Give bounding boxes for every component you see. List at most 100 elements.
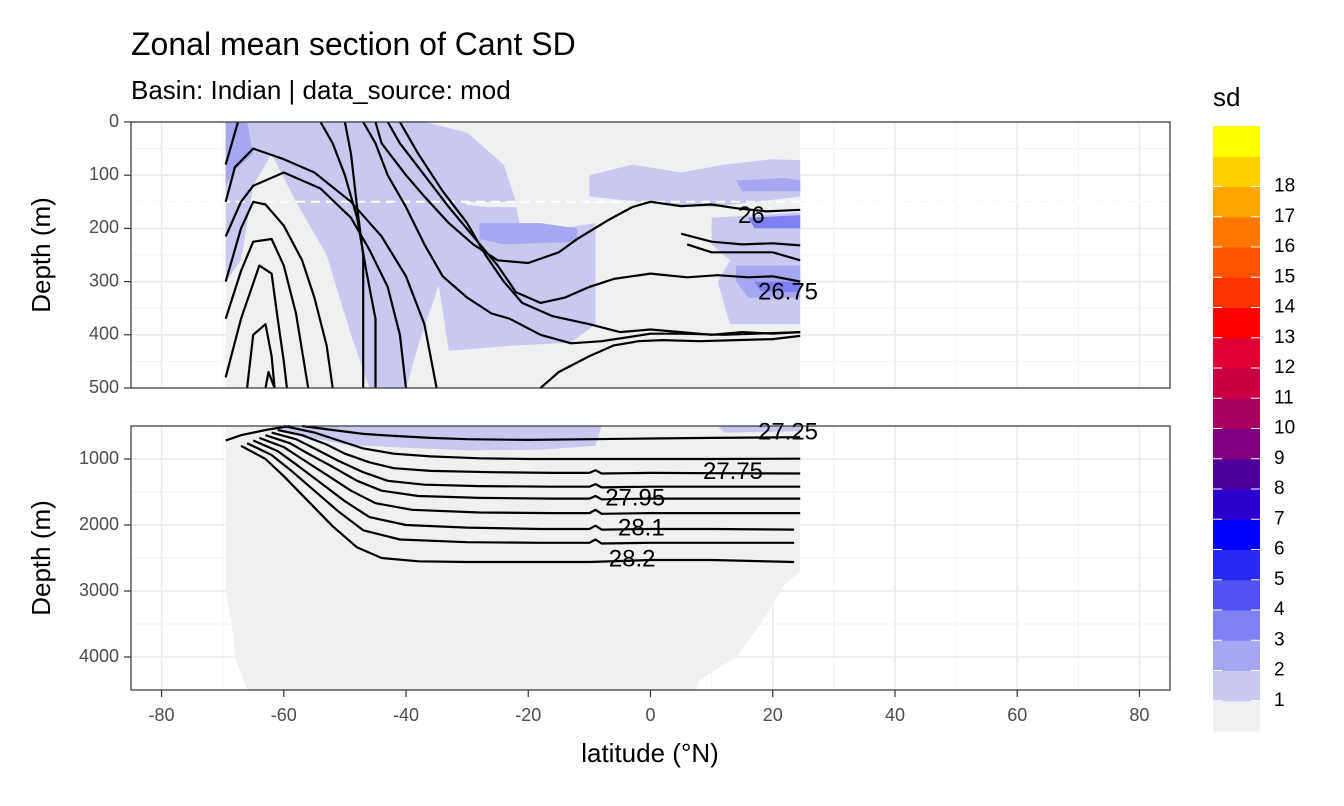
contour-label: 27.25 bbox=[758, 419, 818, 446]
legend-swatch bbox=[1213, 247, 1260, 278]
legend-swatch bbox=[1213, 489, 1260, 520]
legend-title: sd bbox=[1213, 82, 1240, 112]
field-background bbox=[225, 426, 801, 690]
y-tick-label: 500 bbox=[89, 377, 119, 397]
x-tick-label: -60 bbox=[271, 705, 297, 725]
y-tick-label: 0 bbox=[109, 111, 119, 131]
legend-label: 2 bbox=[1274, 660, 1285, 681]
legend-swatch bbox=[1213, 549, 1260, 581]
legend-label: 18 bbox=[1274, 176, 1295, 197]
legend-swatch bbox=[1213, 640, 1260, 671]
upper-panel: 26 26.75 0 100 200 300 400 500 Depth (m) bbox=[26, 111, 1171, 397]
density-contour bbox=[301, 424, 801, 441]
density-contour bbox=[374, 121, 801, 265]
upper-panel-border bbox=[130, 121, 1171, 389]
upper-sd-field bbox=[225, 122, 801, 388]
legend-label: 11 bbox=[1274, 387, 1294, 408]
density-contour bbox=[398, 121, 801, 336]
legend-swatch bbox=[1213, 368, 1260, 399]
legend-label: 16 bbox=[1274, 236, 1295, 257]
x-axis-title: latitude (°N) bbox=[581, 738, 719, 768]
x-tick-label: 80 bbox=[1129, 705, 1149, 725]
contour-label: 26 bbox=[738, 202, 765, 229]
density-contour bbox=[265, 434, 801, 501]
density-contour bbox=[246, 442, 795, 545]
legend-label: 8 bbox=[1274, 478, 1285, 499]
density-contour bbox=[271, 431, 801, 489]
density-contour bbox=[224, 237, 310, 389]
legend-label: 5 bbox=[1274, 569, 1285, 590]
contour-label: 26.75 bbox=[758, 279, 818, 306]
y-tick-label: 1000 bbox=[79, 448, 119, 468]
x-tick-label: 0 bbox=[645, 705, 655, 725]
upper-contour-labels: 26 26.75 bbox=[738, 202, 818, 306]
legend-label: 1 bbox=[1274, 690, 1285, 711]
density-contour bbox=[264, 370, 276, 389]
legend-swatch bbox=[1213, 126, 1260, 157]
legend-swatch bbox=[1213, 519, 1260, 550]
upper-y-axis-ticks: 0 100 200 300 400 500 bbox=[89, 111, 131, 397]
sd-patch bbox=[479, 223, 578, 245]
y-tick-label: 4000 bbox=[79, 646, 119, 666]
density-contour bbox=[252, 439, 795, 531]
legend-label: 9 bbox=[1274, 448, 1285, 469]
legend-label: 3 bbox=[1274, 629, 1285, 650]
x-tick-label: -40 bbox=[393, 705, 419, 725]
density-contour bbox=[246, 323, 276, 389]
density-contour bbox=[224, 171, 408, 389]
upper-y-axis-title: Depth (m) bbox=[26, 197, 56, 313]
density-contour bbox=[680, 232, 801, 247]
legend-swatch bbox=[1213, 277, 1260, 308]
density-contour bbox=[225, 424, 291, 442]
legend-swatch bbox=[1213, 458, 1260, 490]
density-contour bbox=[224, 147, 438, 389]
sd-patch bbox=[748, 215, 801, 229]
sd-patch bbox=[589, 159, 801, 208]
legend-swatch bbox=[1213, 156, 1260, 187]
legend-swatch bbox=[1213, 337, 1260, 369]
legend-swatch bbox=[1213, 216, 1260, 248]
lower-density-contours bbox=[225, 424, 801, 564]
contour-label: 28.1 bbox=[618, 514, 665, 541]
y-tick-label: 300 bbox=[89, 270, 119, 290]
contour-label: 27.75 bbox=[703, 458, 763, 485]
density-contour bbox=[277, 428, 801, 475]
density-contour bbox=[283, 424, 801, 461]
x-axis-ticks: -80 -60 -40 -20 0 20 40 60 80 bbox=[149, 690, 1149, 725]
legend-swatch bbox=[1213, 428, 1260, 460]
legend-label: 4 bbox=[1274, 599, 1285, 620]
legend-swatch bbox=[1213, 186, 1260, 218]
legend-label: 15 bbox=[1274, 266, 1295, 287]
lower-y-axis-title: Depth (m) bbox=[26, 500, 56, 616]
density-contour bbox=[258, 436, 801, 515]
contour-label: 28.2 bbox=[609, 545, 656, 572]
x-tick-label: -20 bbox=[515, 705, 541, 725]
x-tick-label: 40 bbox=[885, 705, 905, 725]
legend-swatch bbox=[1213, 700, 1260, 732]
y-tick-label: 400 bbox=[89, 324, 119, 344]
density-contour bbox=[224, 200, 334, 389]
x-tick-label: -80 bbox=[149, 705, 175, 725]
upper-density-contours bbox=[224, 121, 801, 389]
legend-swatch bbox=[1213, 579, 1260, 611]
legend-label: 6 bbox=[1274, 539, 1285, 560]
y-tick-label: 100 bbox=[89, 164, 119, 184]
y-tick-label: 2000 bbox=[79, 514, 119, 534]
chart-subtitle: Basin: Indian | data_source: mod bbox=[131, 75, 511, 105]
density-contour bbox=[224, 264, 288, 389]
sd-patch bbox=[736, 177, 801, 192]
density-contour bbox=[686, 243, 801, 262]
density-contour bbox=[319, 121, 377, 388]
density-contour bbox=[509, 317, 801, 345]
legend-label: 10 bbox=[1274, 418, 1295, 439]
legend-label: 14 bbox=[1274, 297, 1296, 318]
legend-swatch bbox=[1213, 670, 1260, 702]
density-contour bbox=[539, 334, 801, 389]
legend-label: 17 bbox=[1274, 206, 1295, 227]
x-tick-label: 20 bbox=[763, 705, 783, 725]
chart-title: Zonal mean section of Cant SD bbox=[131, 26, 576, 62]
density-contour bbox=[386, 121, 801, 304]
legend-label: 13 bbox=[1274, 327, 1295, 348]
